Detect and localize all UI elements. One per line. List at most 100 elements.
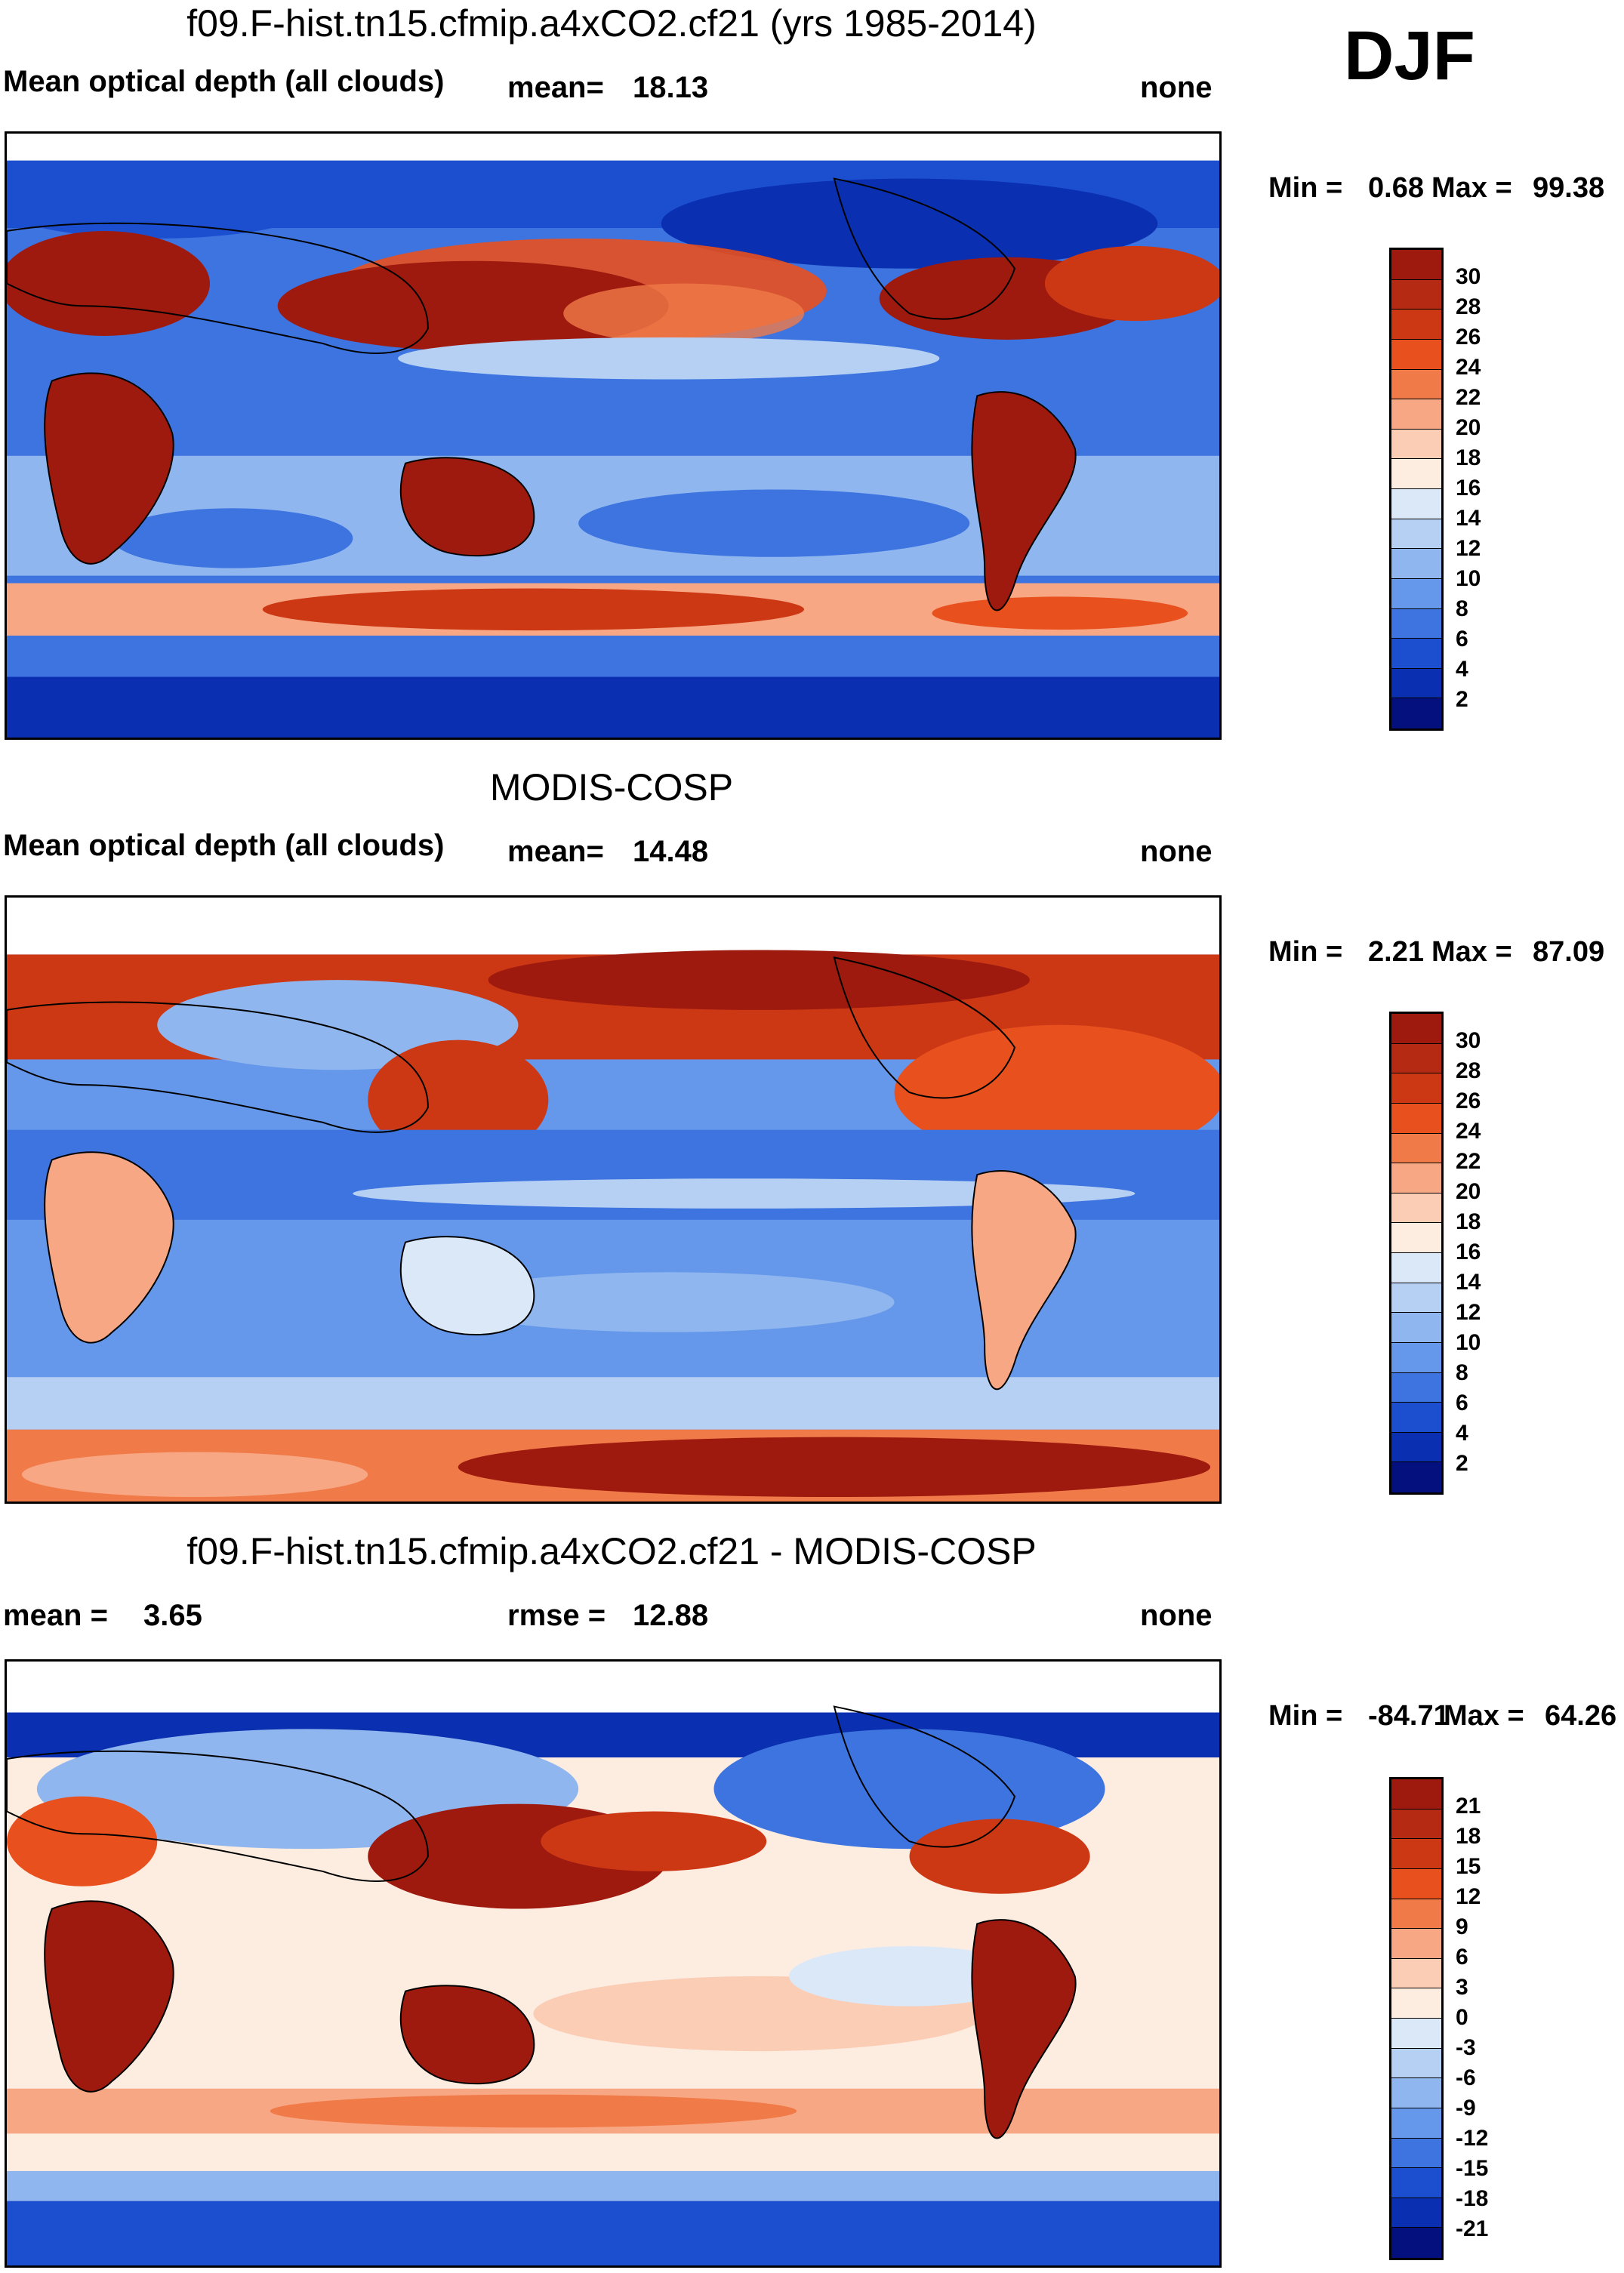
variable-label: Mean optical depth (all clouds) [3,829,445,862]
colorbar-tick-label: 22 [1456,385,1481,410]
colorbar-swatch [1391,399,1441,430]
mean-label: mean= [507,835,604,868]
colorbar-tick-label: 24 [1456,355,1481,380]
colorbar-tick-label: -21 [1456,2216,1489,2241]
map-diff [5,1659,1222,2268]
colorbar-swatch [1391,1432,1441,1463]
colorbar-tick-label: -15 [1456,2156,1489,2181]
colorbar-swatch [1391,1103,1441,1134]
colorbar-tick-label: 20 [1456,1179,1481,1204]
colorbar-tick-label: 12 [1456,1884,1481,1909]
map-field-obs [7,898,1219,1501]
colorbar-tick-label: -9 [1456,2096,1476,2121]
colorbar-swatch [1391,1043,1441,1074]
colorbar-tick-label: 30 [1456,264,1481,289]
colorbar-swatch [1391,639,1441,669]
colorbar-swatch [1391,310,1441,340]
colorbar-tick-label: 4 [1456,1421,1468,1446]
mean-label: mean= [507,71,604,104]
rmse-value: 12.88 [633,1599,709,1632]
colorbar-swatch [1391,2108,1441,2139]
colorbar-tick-label: 3 [1456,1975,1468,2000]
colorbar-swatch [1391,1929,1441,1959]
mean-label: mean = [3,1599,108,1632]
colorbar-tick-label: 6 [1456,1391,1468,1415]
colorbar-swatch [1391,429,1441,460]
colorbar-tick-label: 26 [1456,1089,1481,1113]
colorbar-swatch [1391,1839,1441,1869]
colorbar-tick-label: 22 [1456,1149,1481,1174]
map-field-model [7,134,1219,738]
colorbar-swatch [1391,2048,1441,2079]
colorbar-swatch [1391,369,1441,400]
mean-value: 18.13 [633,71,709,104]
colorbar-tick-label: 21 [1456,1794,1481,1819]
colorbar-swatch [1391,489,1441,519]
mean-value: 14.48 [633,835,709,868]
colorbar-swatch [1391,1283,1441,1314]
max-value: 64.26 [1545,1700,1617,1732]
min-value: 0.68 [1368,172,1424,204]
colorbar-tick-label: 6 [1456,627,1468,651]
max-label: Max = [1431,172,1512,204]
colorbar-swatch [1391,698,1441,728]
colorbar-swatch [1391,1073,1441,1104]
colorbar-tick-label: 16 [1456,1240,1481,1264]
colorbar-tick-label: 14 [1456,1270,1481,1295]
rmse-label: rmse = [507,1599,606,1632]
colorbar-swatch [1391,519,1441,550]
colorbar-swatch [1391,1809,1441,1840]
colorbar-tick-label: 15 [1456,1854,1481,1879]
season-label: DJF [1344,17,1475,94]
colorbar-swatch [1391,1958,1441,1989]
colorbar-swatch [1391,279,1441,310]
colorbar-swatch [1391,608,1441,639]
max-label: Max = [1444,1700,1524,1732]
colorbar-swatch [1391,1988,1441,2019]
colorbar-tick-label: 8 [1456,1360,1468,1385]
colorbar-model [1389,248,1444,731]
colorbar-tick-label: 8 [1456,596,1468,621]
colorbar-swatch [1391,1133,1441,1164]
colorbar-tick-label: -18 [1456,2186,1489,2211]
min-label: Min = [1268,1700,1343,1732]
colorbar-swatch [1391,2228,1441,2258]
colorbar-swatch [1391,2168,1441,2198]
colorbar-swatch [1391,2078,1441,2108]
colorbar-swatch [1391,1223,1441,1253]
colorbar-swatch [1391,1899,1441,1930]
colorbar-swatch [1391,1779,1441,1809]
colorbar-tick-label: 26 [1456,325,1481,350]
colorbar-swatch [1391,1253,1441,1283]
colorbar-swatch [1391,250,1441,280]
colorbar-tick-label: 18 [1456,445,1481,470]
colorbar-tick-label: 6 [1456,1945,1468,1970]
colorbar-swatch [1391,2198,1441,2228]
colorbar-swatch [1391,1462,1441,1492]
colorbar-tick-label: -6 [1456,2065,1476,2090]
colorbar-tick-label: 9 [1456,1914,1468,1939]
panel-title: MODIS-COSP [489,766,734,808]
colorbar-swatch [1391,1193,1441,1224]
colorbar-swatch [1391,1403,1441,1433]
colorbar-tick-label: 0 [1456,2005,1468,2030]
min-label: Min = [1268,936,1343,968]
map-field-diff [7,1662,1219,2265]
colorbar-tick-label: 24 [1456,1119,1481,1144]
colorbar-swatch [1391,668,1441,699]
colorbar-tick-label: 16 [1456,476,1481,500]
map-model [5,131,1222,740]
colorbar-tick-label: 12 [1456,536,1481,561]
units-label: none [1140,71,1213,104]
colorbar-tick-label: -3 [1456,2035,1476,2060]
colorbar-tick-label: 30 [1456,1028,1481,1053]
colorbar-swatch [1391,459,1441,489]
colorbar-tick-label: 20 [1456,415,1481,440]
colorbar-swatch [1391,1868,1441,1899]
colorbar-swatch [1391,2138,1441,2169]
colorbar-swatch [1391,339,1441,370]
colorbar-tick-label: 28 [1456,1058,1481,1083]
max-value: 87.09 [1533,936,1605,968]
colorbar-diff [1389,1777,1444,2260]
colorbar-tick-label: 28 [1456,294,1481,319]
